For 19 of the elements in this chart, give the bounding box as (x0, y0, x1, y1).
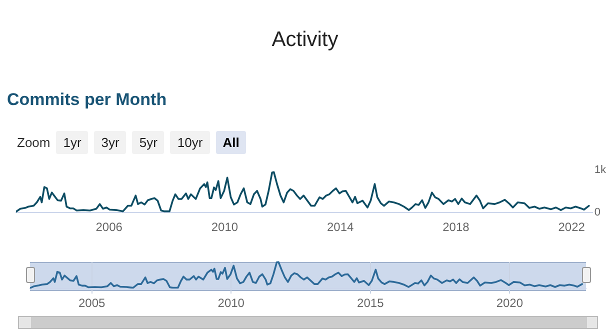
x-tick-label: 2014 (326, 220, 354, 234)
x-tick-label: 2005 (78, 296, 106, 310)
x-tick-label: 2006 (96, 220, 123, 234)
x-tick-label: 2010 (211, 220, 238, 234)
zoom-button[interactable]: 1yr (56, 131, 88, 154)
zoom-button[interactable]: 10yr (170, 131, 210, 154)
x-tick-label: 2020 (496, 296, 524, 310)
x-tick-label: 2010 (218, 296, 245, 310)
y-tick-label: 1k (594, 164, 606, 176)
x-tick-label: 2015 (357, 296, 384, 310)
text: Zoom (17, 135, 50, 150)
zoom-button[interactable]: All (216, 131, 246, 154)
chart-title: Commits per Month (7, 90, 167, 110)
x-tick-label: 2018 (442, 220, 470, 234)
x-tick-label: 2022 (558, 220, 586, 234)
zoom-button[interactable]: 3yr (94, 131, 126, 154)
zoom-button[interactable]: 5yr (132, 131, 164, 154)
text: Activity (270, 28, 340, 52)
y-tick-label: 0 (594, 206, 601, 219)
